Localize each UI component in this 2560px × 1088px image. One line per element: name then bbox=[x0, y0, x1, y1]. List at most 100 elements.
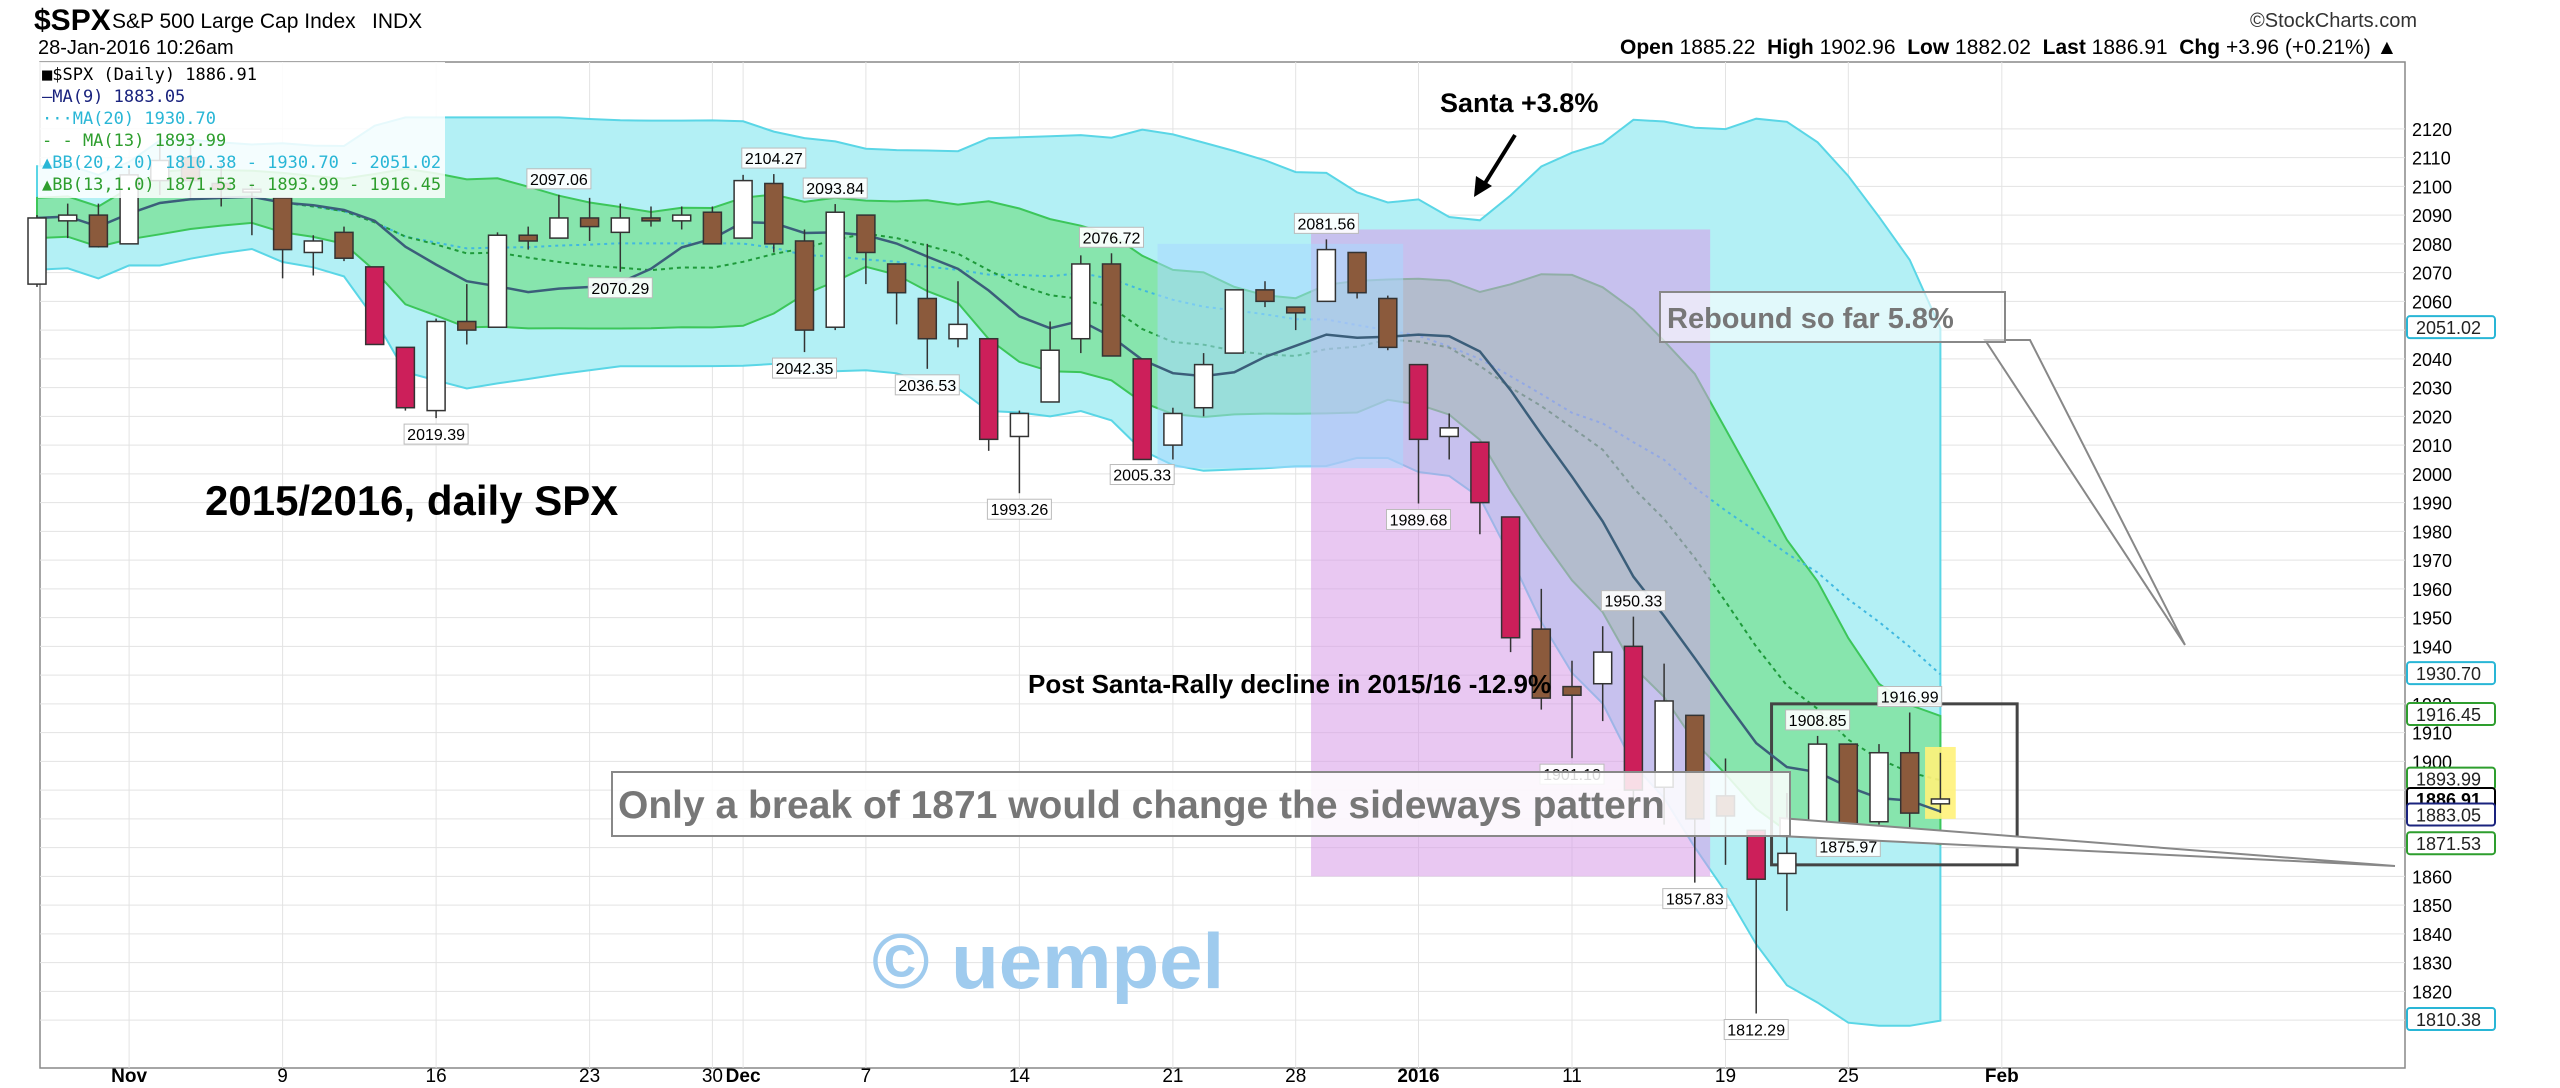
x-axis: Nov 9 16 23 30 Dec 7 14 21 28 2016 11 19 25 Feb bbox=[111, 1066, 2019, 1087]
candle bbox=[1470, 441, 1490, 535]
y-tick-label: 2110 bbox=[2412, 149, 2451, 169]
x-tick-label: 14 bbox=[1009, 1066, 1031, 1087]
arrow-up-icon: ▲ bbox=[2376, 36, 2398, 59]
x-tick-label: 7 bbox=[861, 1066, 872, 1087]
candle-body bbox=[272, 197, 293, 251]
candle bbox=[733, 174, 753, 239]
candle bbox=[856, 214, 876, 285]
candle bbox=[917, 243, 938, 369]
value-tag-box bbox=[2406, 702, 2496, 727]
candle-body bbox=[1378, 297, 1398, 349]
candle-body bbox=[1746, 829, 1766, 880]
chg-value: +3.96 (+0.21%) bbox=[2225, 36, 2371, 59]
price-label: 1950.33 bbox=[1604, 594, 1662, 611]
candle-body bbox=[1930, 798, 1951, 805]
candle-body bbox=[917, 297, 938, 340]
y-tick-label: 2070 bbox=[2412, 264, 2452, 284]
watermark: © uempel bbox=[872, 917, 1224, 1005]
legend-item-ma20: ···MA(20) 1930.70 bbox=[42, 109, 216, 129]
y-tick-label: 2020 bbox=[2412, 407, 2452, 427]
candle-body bbox=[1224, 289, 1245, 354]
y-tick-label: 2100 bbox=[2412, 177, 2452, 197]
candle bbox=[1163, 407, 1183, 460]
candle bbox=[334, 226, 354, 262]
y-tick-label: 2040 bbox=[2412, 350, 2452, 370]
y-tick-label: 1820 bbox=[2412, 982, 2452, 1002]
candle-body bbox=[1163, 412, 1183, 446]
legend-item-bb13: ▲BB(13,1.0) 1871.53 - 1893.99 - 1916.45 bbox=[42, 175, 442, 195]
chart-legend: ■$SPX (Daily) 1886.91 —MA(9) 1883.05 ···… bbox=[38, 62, 446, 198]
candle-body bbox=[487, 234, 508, 328]
value-tag: 1893.99 bbox=[2416, 770, 2481, 790]
candle bbox=[886, 263, 907, 325]
candle bbox=[1930, 752, 1951, 814]
candle-body bbox=[457, 320, 477, 331]
value-tag-box bbox=[2406, 831, 2496, 856]
price-label: 2093.84 bbox=[806, 181, 864, 198]
candle bbox=[702, 206, 723, 245]
price-label: 2070.29 bbox=[591, 281, 649, 298]
candle bbox=[641, 206, 661, 227]
price-label: 1989.68 bbox=[1390, 513, 1448, 530]
open-label: Open bbox=[1620, 36, 1674, 59]
x-tick-label: 28 bbox=[1285, 1066, 1306, 1087]
santa-arrowhead bbox=[1474, 176, 1492, 197]
chart-date: 28-Jan-2016 10:26am bbox=[38, 37, 234, 59]
candle-body bbox=[1040, 349, 1060, 403]
candle-body bbox=[1009, 412, 1030, 438]
x-tick-label: 9 bbox=[277, 1066, 288, 1087]
last-label: Last bbox=[2042, 36, 2086, 59]
candle bbox=[610, 203, 631, 272]
candle bbox=[1071, 255, 1091, 354]
decline-annotation: Post Santa-Rally decline in 2015/16 -12.… bbox=[1028, 669, 1551, 699]
ohlc-readout: Open 1885.22 High 1902.96 Low 1882.02 La… bbox=[1620, 36, 2397, 60]
candle bbox=[1807, 735, 1828, 829]
candle bbox=[364, 266, 385, 346]
value-tag: 1810.38 bbox=[2416, 1010, 2481, 1030]
price-label-box bbox=[1600, 590, 1666, 612]
value-tag: 2051.02 bbox=[2416, 318, 2481, 338]
candle bbox=[825, 204, 845, 331]
candle-body bbox=[671, 214, 692, 222]
x-tick-label: 23 bbox=[579, 1066, 600, 1087]
candles bbox=[27, 140, 1951, 1014]
candle bbox=[27, 215, 47, 287]
price-label-box bbox=[1662, 888, 1728, 910]
brand-logo[interactable]: ©StockCharts.com bbox=[2250, 10, 2418, 32]
candle-body bbox=[1316, 248, 1337, 303]
value-tag-box bbox=[2406, 315, 2496, 340]
y-tick-label: 2030 bbox=[2412, 379, 2452, 399]
x-tick-label: 11 bbox=[1562, 1066, 1582, 1087]
candle-body bbox=[1531, 628, 1552, 699]
candle bbox=[1746, 829, 1766, 1014]
value-tag: 1871.53 bbox=[2416, 834, 2481, 854]
y-tick-label: 2000 bbox=[2412, 465, 2452, 485]
candle bbox=[671, 206, 692, 230]
symbol: $SPX bbox=[34, 4, 111, 37]
y-tick-label: 2060 bbox=[2412, 292, 2452, 312]
price-label: 2104.27 bbox=[745, 151, 803, 168]
exchange: INDX bbox=[372, 10, 423, 33]
candle bbox=[1899, 712, 1920, 842]
candle-body bbox=[1193, 363, 1214, 409]
candle bbox=[1193, 353, 1214, 417]
candle bbox=[948, 281, 968, 348]
candle-body bbox=[426, 320, 446, 412]
candle bbox=[1009, 410, 1030, 494]
candle-body bbox=[57, 214, 78, 222]
candle bbox=[1224, 289, 1245, 354]
x-tick-label: 16 bbox=[426, 1066, 447, 1087]
break-annotation: Only a break of 1871 would change the si… bbox=[618, 784, 1665, 827]
price-label: 1812.29 bbox=[1727, 1023, 1785, 1040]
santa-arrow bbox=[1480, 133, 1517, 190]
value-tag-box bbox=[2406, 661, 2496, 686]
candle-body bbox=[1623, 645, 1644, 791]
price-label: 1993.26 bbox=[990, 502, 1048, 519]
candle bbox=[549, 194, 569, 239]
price-label: 2081.56 bbox=[1297, 216, 1355, 233]
value-tag: 1916.45 bbox=[2416, 705, 2481, 725]
y-tick-label: 2090 bbox=[2412, 206, 2452, 226]
candle-body bbox=[1869, 751, 1889, 823]
